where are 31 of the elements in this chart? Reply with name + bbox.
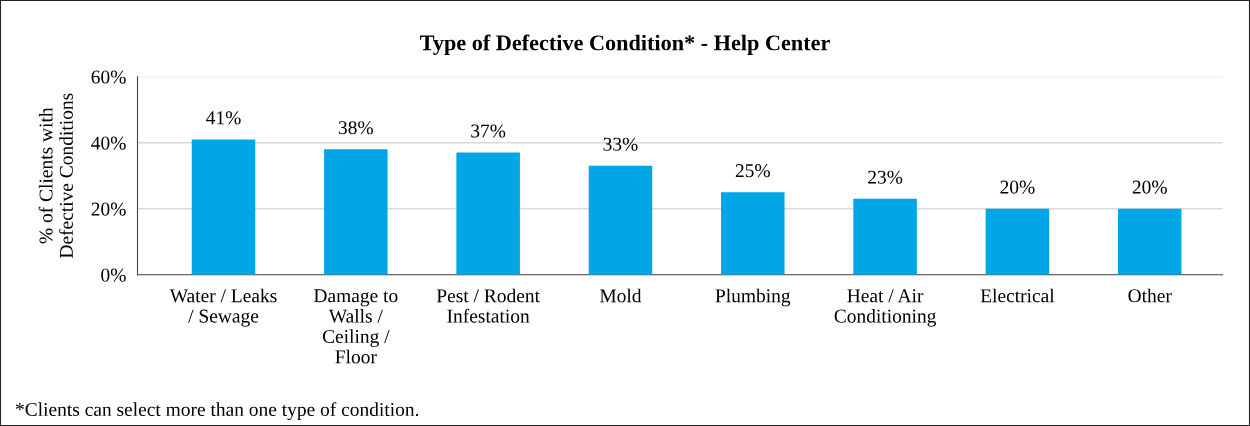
chart-title: Type of Defective Condition* - Help Center xyxy=(420,34,830,55)
data-label: 38% xyxy=(338,121,373,135)
bar xyxy=(1117,208,1182,275)
x-tick-label: Other xyxy=(1128,288,1172,303)
y-tick-label: 20% xyxy=(91,202,126,216)
bar xyxy=(324,149,388,275)
bar xyxy=(721,192,785,275)
x-tick-label: Water / Leaks / Sewage xyxy=(169,288,277,327)
bar xyxy=(985,208,1050,275)
bar xyxy=(853,198,917,275)
bar xyxy=(191,139,256,275)
y-tick-label: 40% xyxy=(91,136,126,150)
data-label: 33% xyxy=(603,137,638,151)
data-label: 20% xyxy=(1132,180,1167,194)
data-label: 41% xyxy=(206,111,241,125)
data-label: 37% xyxy=(471,124,506,138)
y-tick-label: 0% xyxy=(101,268,126,282)
y-tick-label: 60% xyxy=(91,70,126,84)
data-label: 23% xyxy=(868,170,903,184)
x-tick-label: Plumbing xyxy=(715,288,791,307)
y-axis-title: % of Clients with Defective Conditions xyxy=(38,93,73,259)
text: *Clients can select more than one type of condition. xyxy=(15,402,419,421)
x-tick-label: Electrical xyxy=(980,288,1055,303)
x-tick-label: Heat / Air Conditioning xyxy=(834,289,937,327)
bar xyxy=(588,165,653,275)
x-tick-label: Pest / Rodent Infestation xyxy=(436,288,540,323)
data-label: 25% xyxy=(735,164,770,178)
bar xyxy=(456,152,520,275)
x-tick-label: Damage to Walls / Ceiling / Floor xyxy=(314,289,398,364)
data-label: 20% xyxy=(1000,180,1035,194)
x-tick-label: Mold xyxy=(599,288,642,303)
